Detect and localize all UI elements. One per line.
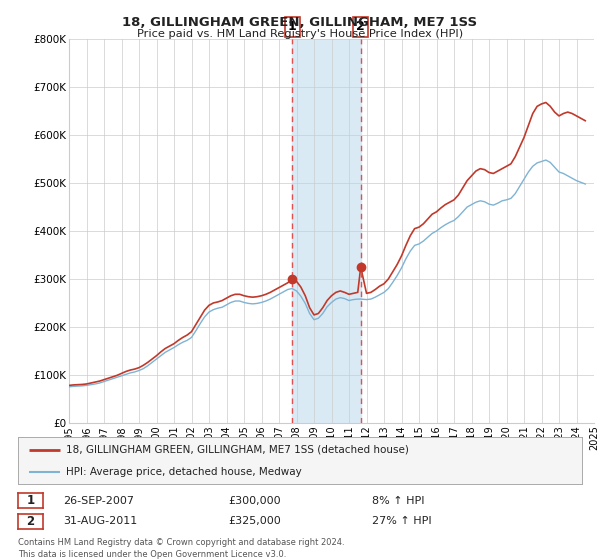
Text: £325,000: £325,000: [228, 516, 281, 526]
Text: 1: 1: [288, 21, 296, 34]
Text: 18, GILLINGHAM GREEN, GILLINGHAM, ME7 1SS: 18, GILLINGHAM GREEN, GILLINGHAM, ME7 1S…: [122, 16, 478, 29]
Text: 27% ↑ HPI: 27% ↑ HPI: [372, 516, 431, 526]
Text: 2: 2: [356, 21, 365, 34]
Text: 26-SEP-2007: 26-SEP-2007: [63, 496, 134, 506]
Text: Price paid vs. HM Land Registry's House Price Index (HPI): Price paid vs. HM Land Registry's House …: [137, 29, 463, 39]
Text: 31-AUG-2011: 31-AUG-2011: [63, 516, 137, 526]
Bar: [292, 39, 361, 423]
Text: 2: 2: [26, 515, 35, 528]
Text: 18, GILLINGHAM GREEN, GILLINGHAM, ME7 1SS (detached house): 18, GILLINGHAM GREEN, GILLINGHAM, ME7 1S…: [66, 445, 409, 455]
Text: Contains HM Land Registry data © Crown copyright and database right 2024.
This d: Contains HM Land Registry data © Crown c…: [18, 538, 344, 559]
Text: 1: 1: [26, 494, 35, 507]
Text: £300,000: £300,000: [228, 496, 281, 506]
Text: HPI: Average price, detached house, Medway: HPI: Average price, detached house, Medw…: [66, 466, 302, 477]
Text: 8% ↑ HPI: 8% ↑ HPI: [372, 496, 425, 506]
